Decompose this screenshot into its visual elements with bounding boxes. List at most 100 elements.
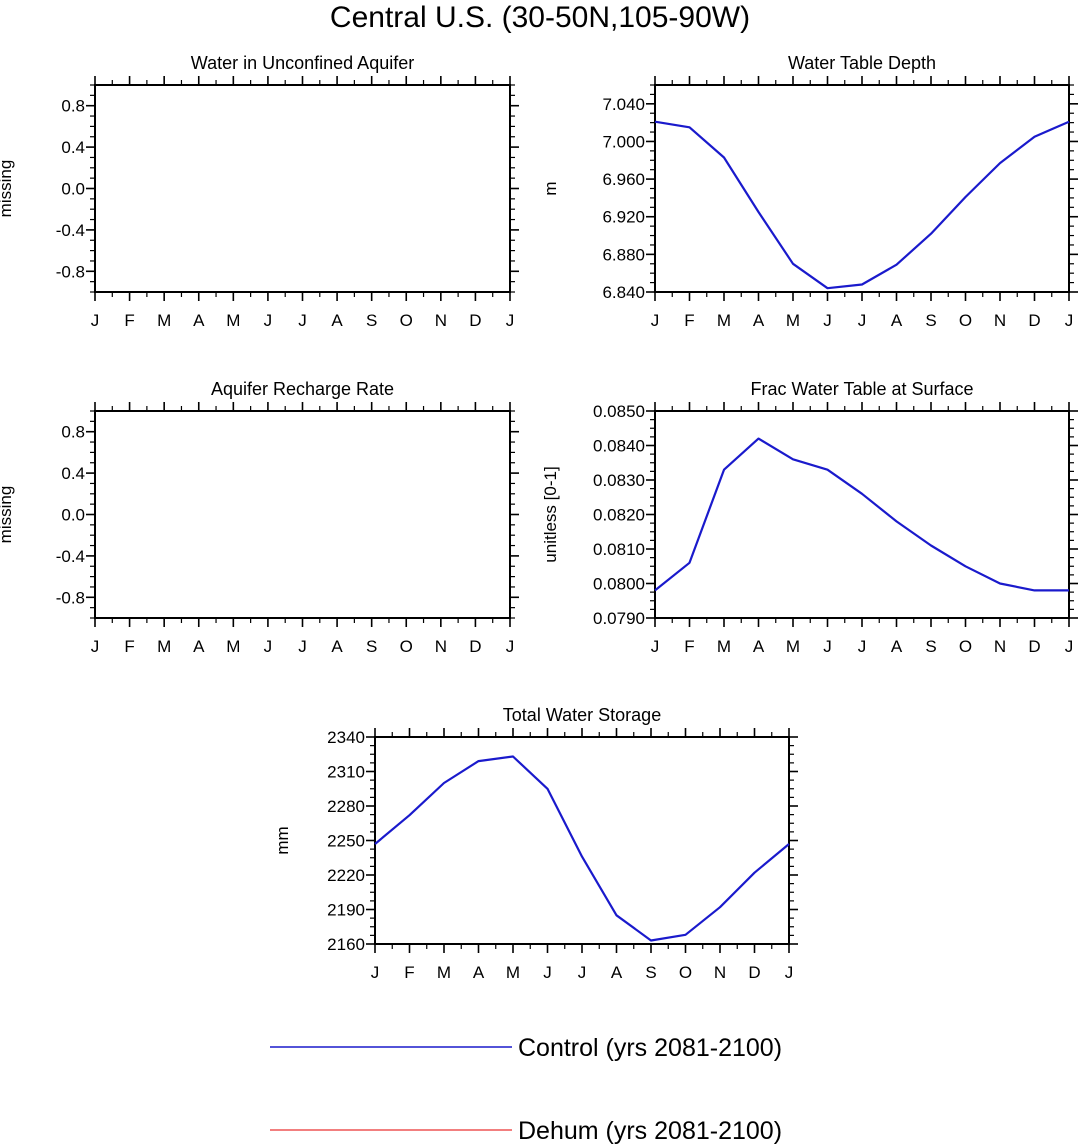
x-tick-label: A — [473, 963, 485, 982]
x-tick-label: F — [684, 311, 694, 330]
panel-title: Water Table Depth — [788, 53, 936, 73]
x-tick-label: J — [858, 311, 867, 330]
plot-frame — [654, 84, 1070, 293]
legend-label: Control (yrs 2081-2100) — [518, 1034, 782, 1062]
x-tick-label: J — [91, 311, 100, 330]
x-tick-label: O — [959, 311, 972, 330]
x-tick-label: D — [1028, 311, 1040, 330]
x-tick-label: J — [858, 637, 867, 656]
y-tick-label: 7.000 — [602, 132, 645, 151]
x-tick-label: A — [753, 311, 765, 330]
x-tick-label: M — [506, 963, 520, 982]
x-tick-label: M — [786, 637, 800, 656]
plot-frame — [654, 410, 1070, 619]
x-tick-label: N — [435, 637, 447, 656]
x-tick-label: J — [651, 311, 660, 330]
x-tick-label: J — [298, 311, 307, 330]
x-tick-label: N — [714, 963, 726, 982]
y-axis-label: unitless [0-1] — [541, 466, 560, 562]
y-tick-label: 0.0 — [61, 180, 85, 199]
x-tick-label: O — [679, 963, 692, 982]
x-tick-label: A — [193, 637, 205, 656]
y-tick-label: 2310 — [327, 763, 365, 782]
x-tick-label: J — [785, 963, 794, 982]
x-tick-label: J — [298, 637, 307, 656]
y-tick-label: -0.8 — [56, 588, 85, 607]
y-tick-label: 0.0790 — [593, 609, 645, 628]
x-tick-label: D — [469, 637, 481, 656]
x-tick-label: A — [331, 637, 343, 656]
panels: Water in Unconfined Aquifer J F M A M J J A S O N D J… — [0, 53, 1078, 982]
series-line — [654, 437, 1069, 592]
x-tick-label: F — [124, 311, 134, 330]
y-tick-label: 0.0810 — [593, 540, 645, 559]
x-tick-label: O — [400, 311, 413, 330]
x-tick-label: J — [264, 637, 273, 656]
x-tick-label: J — [1065, 637, 1074, 656]
y-tick-label: 2190 — [327, 901, 365, 920]
x-tick-label: O — [959, 637, 972, 656]
y-axis-label: missing — [0, 160, 15, 218]
x-tick-label: S — [645, 963, 656, 982]
y-tick-label: 2250 — [327, 832, 365, 851]
y-tick-label: -0.4 — [56, 221, 85, 240]
x-tick-label: M — [717, 311, 731, 330]
y-tick-label: 2280 — [327, 797, 365, 816]
x-tick-label: N — [435, 311, 447, 330]
x-tick-label: F — [124, 637, 134, 656]
x-tick-label: J — [823, 311, 832, 330]
x-tick-label: A — [611, 963, 623, 982]
legend-label: Dehum (yrs 2081-2100) — [518, 1117, 782, 1144]
x-tick-label: M — [786, 311, 800, 330]
x-tick-label: N — [994, 311, 1006, 330]
y-tick-label: 0.0 — [61, 506, 85, 525]
series-line — [654, 120, 1070, 290]
y-axis-label: missing — [0, 486, 15, 544]
y-tick-label: 0.0840 — [593, 437, 645, 456]
x-tick-label: A — [753, 637, 765, 656]
panel-0: Water in Unconfined Aquifer J F M A M J J A S O N D J… — [0, 53, 519, 330]
y-tick-label: 0.4 — [61, 138, 85, 157]
x-tick-label: M — [226, 637, 240, 656]
x-tick-label: D — [748, 963, 760, 982]
x-tick-label: A — [193, 311, 205, 330]
x-tick-label: J — [578, 963, 587, 982]
x-tick-label: J — [264, 311, 273, 330]
panel-4: Total Water Storage J F M A M J J A S O N D J 2160 2190… — [273, 705, 798, 982]
x-tick-label: S — [925, 311, 936, 330]
x-tick-label: J — [91, 637, 100, 656]
x-tick-label: J — [506, 311, 515, 330]
y-tick-label: 0.0800 — [593, 575, 645, 594]
x-tick-label: S — [366, 311, 377, 330]
x-tick-label: J — [1065, 311, 1074, 330]
y-tick-label: 0.0830 — [593, 471, 645, 490]
x-tick-label: J — [506, 637, 515, 656]
y-tick-label: 0.4 — [61, 464, 85, 483]
x-tick-label: A — [891, 311, 903, 330]
x-tick-label: J — [651, 637, 660, 656]
panel-3: Frac Water Table at Surface J F M A M J J A S O N D J… — [541, 379, 1078, 656]
y-tick-label: 2340 — [327, 728, 365, 747]
x-tick-label: M — [717, 637, 731, 656]
plot-frame — [94, 84, 511, 293]
y-tick-label: 2160 — [327, 935, 365, 954]
y-tick-label: 0.0820 — [593, 506, 645, 525]
y-tick-label: 6.920 — [602, 208, 645, 227]
panel-title: Frac Water Table at Surface — [750, 379, 973, 399]
plot-frame — [374, 736, 790, 945]
figure-title: Central U.S. (30-50N,105-90W) — [330, 1, 750, 34]
x-tick-label: J — [543, 963, 552, 982]
x-tick-label: D — [1028, 637, 1040, 656]
panel-1: Water Table Depth J F M A M J J A S O N D J 6.840 6.880… — [541, 53, 1078, 330]
y-axis-label: mm — [273, 826, 292, 854]
panel-title: Total Water Storage — [503, 705, 661, 725]
x-tick-label: D — [469, 311, 481, 330]
series-line — [374, 755, 790, 942]
legend: Control (yrs 2081-2100) Dehum (yrs 2081-2… — [270, 1034, 782, 1144]
x-tick-label: M — [157, 311, 171, 330]
y-axis-label: m — [541, 181, 560, 195]
x-tick-label: J — [371, 963, 380, 982]
y-tick-label: 0.8 — [61, 423, 85, 442]
y-tick-label: 0.0850 — [593, 402, 645, 421]
